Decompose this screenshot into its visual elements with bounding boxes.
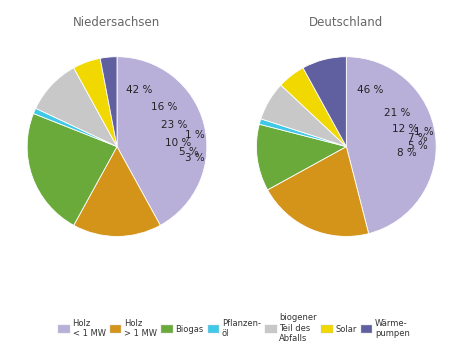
Wedge shape (27, 113, 117, 225)
Wedge shape (100, 57, 117, 147)
Text: 21 %: 21 % (384, 108, 410, 118)
Wedge shape (74, 58, 117, 147)
Wedge shape (303, 57, 346, 147)
Text: 12 %: 12 % (392, 124, 418, 134)
Text: 5 %: 5 % (408, 141, 428, 151)
Text: 8 %: 8 % (397, 148, 417, 158)
Text: 5 %: 5 % (179, 147, 198, 157)
Wedge shape (36, 68, 117, 147)
Text: 10 %: 10 % (165, 139, 191, 148)
Text: 23 %: 23 % (161, 120, 187, 130)
Wedge shape (256, 124, 346, 190)
Wedge shape (346, 57, 436, 233)
Wedge shape (259, 119, 346, 147)
Wedge shape (268, 147, 369, 236)
Text: 1 %: 1 % (414, 127, 434, 137)
Text: 42 %: 42 % (126, 84, 152, 95)
Text: 7 %: 7 % (408, 133, 428, 143)
Text: 16 %: 16 % (151, 102, 177, 112)
Text: 3 %: 3 % (185, 153, 205, 163)
Title: Deutschland: Deutschland (309, 16, 383, 29)
Wedge shape (281, 68, 346, 147)
Legend: Holz
< 1 MW, Holz
> 1 MW, Biogas, Pflanzen-
öl, biogener
Teil des
Abfalls, Solar: Holz < 1 MW, Holz > 1 MW, Biogas, Pflanz… (57, 312, 411, 345)
Wedge shape (74, 147, 160, 236)
Title: Niedersachsen: Niedersachsen (73, 16, 161, 29)
Text: 46 %: 46 % (357, 86, 383, 95)
Wedge shape (117, 57, 207, 225)
Wedge shape (33, 108, 117, 147)
Wedge shape (261, 85, 346, 147)
Text: 1 %: 1 % (185, 130, 205, 140)
